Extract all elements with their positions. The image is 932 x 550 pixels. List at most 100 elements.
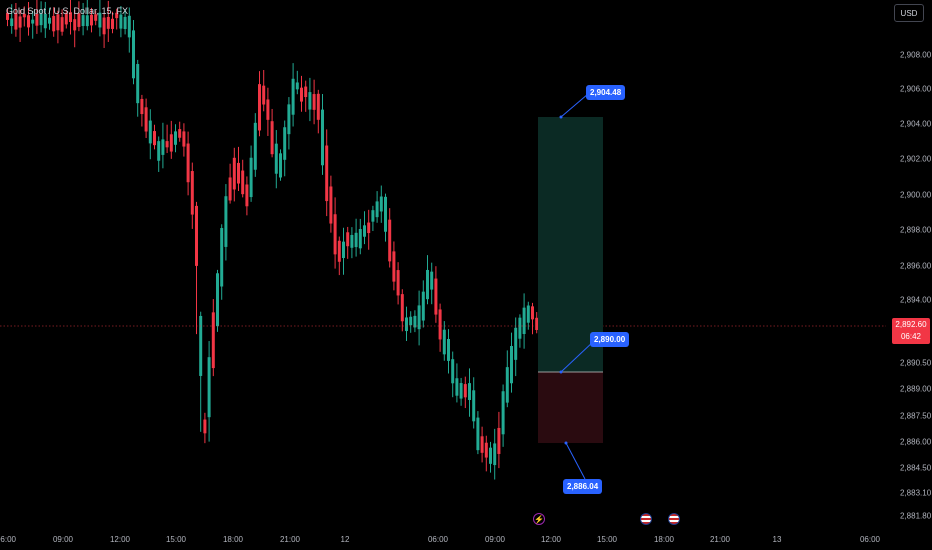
us-flag-icon[interactable] xyxy=(640,513,652,525)
price-tick: 2,887.50 xyxy=(900,411,932,421)
candle-body xyxy=(60,17,64,32)
candle-body xyxy=(295,82,299,90)
target-anchor xyxy=(559,115,563,119)
candle-body xyxy=(232,157,236,190)
entry-price-label[interactable]: 2,890.00 xyxy=(590,332,630,347)
candle-body xyxy=(81,15,85,27)
symbol-title[interactable]: Gold Spot / U.S. Dollar, 15, FX xyxy=(6,6,129,16)
candle-body xyxy=(14,13,18,30)
candle-body xyxy=(430,271,434,290)
candle-body xyxy=(535,317,539,330)
candle-body xyxy=(182,131,186,147)
candle-body xyxy=(396,270,400,296)
candle-body xyxy=(186,143,190,183)
candle-body xyxy=(337,240,341,262)
candle-body xyxy=(111,18,114,29)
currency-button[interactable]: USD xyxy=(894,4,924,22)
candle-body xyxy=(417,305,421,330)
stop-zone[interactable] xyxy=(538,372,603,443)
candle-body xyxy=(43,13,47,29)
candle-body xyxy=(27,15,30,28)
price-tick: 2,904.00 xyxy=(900,119,932,129)
candle-body xyxy=(102,17,106,35)
candle-body xyxy=(64,13,68,25)
candle-body xyxy=(354,232,358,248)
candle-body xyxy=(312,94,316,110)
target-price-label[interactable]: 2,904.48 xyxy=(586,85,626,100)
candle-body xyxy=(442,329,446,355)
time-tick: 12 xyxy=(340,535,350,544)
candle-body xyxy=(522,307,526,334)
candle-body xyxy=(224,196,228,247)
candle-body xyxy=(434,278,438,315)
time-tick: 06:00 xyxy=(859,535,881,544)
price-tick: 2,894.00 xyxy=(900,295,932,305)
candle-body xyxy=(518,317,522,339)
time-tick: 09:00 xyxy=(52,535,74,544)
us-flag-icon[interactable] xyxy=(668,513,680,525)
price-tick: 2,896.00 xyxy=(900,261,932,271)
candle-body xyxy=(392,251,396,282)
stop-price-label[interactable]: 2,886.04 xyxy=(563,479,603,494)
price-tick: 2,902.00 xyxy=(900,154,932,164)
candle-body xyxy=(6,12,9,20)
time-tick: 06:00 xyxy=(427,535,449,544)
price-chart[interactable] xyxy=(0,0,886,530)
bar-countdown: 06:42 xyxy=(900,332,922,341)
candle-body xyxy=(497,427,501,454)
candle-body xyxy=(451,359,455,384)
target-zone[interactable] xyxy=(538,117,603,372)
candle-body xyxy=(367,222,371,234)
candle-body xyxy=(333,214,337,255)
candle-body xyxy=(253,122,257,170)
candle-body xyxy=(270,121,274,155)
time-tick: 06:00 xyxy=(0,535,17,544)
candle-body xyxy=(132,30,135,79)
candle-body xyxy=(476,417,480,451)
candle-body xyxy=(90,14,93,26)
candle-body xyxy=(472,390,476,422)
time-tick: 09:00 xyxy=(484,535,506,544)
candle-body xyxy=(363,225,366,237)
candle-body xyxy=(371,210,375,222)
lightning-icon[interactable]: ⚡ xyxy=(533,513,545,525)
candle-body xyxy=(455,378,459,396)
time-tick: 18:00 xyxy=(653,535,675,544)
candle-body xyxy=(237,162,240,184)
candle-body xyxy=(48,17,51,24)
candle-body xyxy=(531,306,534,320)
price-tick: 2,890.50 xyxy=(900,358,932,368)
price-axis[interactable]: 2,908.00 2,906.00 2,904.00 2,902.00 2,90… xyxy=(886,0,932,530)
target-leader xyxy=(560,93,589,118)
candle-body xyxy=(153,131,156,146)
candle-body xyxy=(316,93,320,120)
candle-body xyxy=(325,145,329,202)
candle-body xyxy=(358,229,362,249)
entry-anchor xyxy=(559,370,563,374)
candle-body xyxy=(69,12,72,23)
price-tick: 2,884.50 xyxy=(900,463,932,473)
candles xyxy=(6,0,539,480)
candle-body xyxy=(405,317,408,332)
candle-body xyxy=(174,131,177,145)
price-tick: 2,883.10 xyxy=(900,488,932,498)
candle-body xyxy=(35,13,39,26)
price-tick: 2,908.00 xyxy=(900,50,932,60)
candle-body xyxy=(400,294,404,322)
candle-body xyxy=(514,327,518,360)
candle-body xyxy=(220,228,224,287)
candle-body xyxy=(249,157,253,198)
candle-body xyxy=(384,196,387,232)
price-tick: 2,886.00 xyxy=(900,437,932,447)
price-tick: 2,881.80 xyxy=(900,511,932,521)
candle-body xyxy=(274,143,278,174)
candle-body xyxy=(190,171,194,215)
time-axis[interactable]: 06:00 09:00 12:00 15:00 18:00 21:00 12 0… xyxy=(0,530,886,550)
candle-body xyxy=(484,442,488,458)
candle-body xyxy=(31,19,35,24)
candle-body xyxy=(144,107,148,132)
price-tick: 2,900.00 xyxy=(900,190,932,200)
candle-body xyxy=(447,339,450,361)
candle-body xyxy=(426,269,429,300)
candle-body xyxy=(291,78,295,115)
